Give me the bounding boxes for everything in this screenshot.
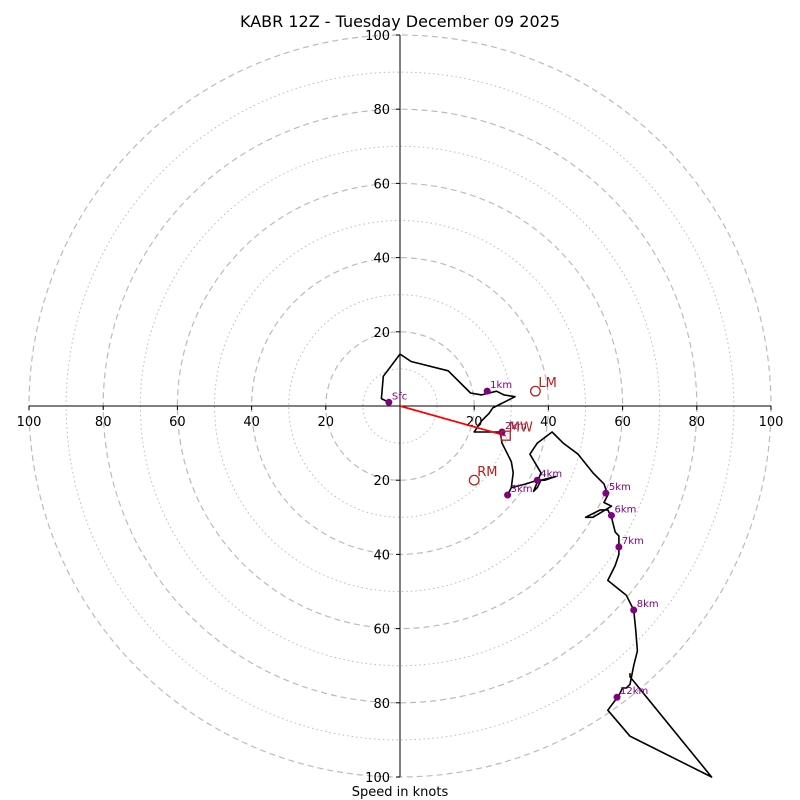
- storm-motions: LM RM MW: [468, 376, 557, 486]
- chart-title: KABR 12Z - Tuesday December 09 2025: [240, 12, 560, 31]
- x-tick-label: 40: [540, 415, 557, 430]
- height-marker-sfc: [385, 398, 393, 406]
- height-marker-5km: [602, 489, 610, 497]
- height-marker-1km: [483, 387, 491, 395]
- height-label-8km: 8km: [637, 599, 659, 610]
- x-axis-label: Speed in knots: [352, 785, 449, 800]
- y-tick-label: 100: [365, 771, 390, 786]
- height-marker-12km: [613, 693, 621, 701]
- y-tick-label: 100: [365, 29, 390, 44]
- height-label-5km: 5km: [609, 482, 631, 493]
- y-tick-label: 80: [373, 697, 390, 712]
- y-tick-label: 60: [373, 177, 390, 192]
- shear-vector: [399, 405, 506, 437]
- height-label-12km: 12km: [620, 686, 648, 697]
- x-tick-label: 100: [759, 415, 784, 430]
- x-tick-label: 80: [95, 415, 112, 430]
- height-label-1km: 1km: [490, 380, 512, 391]
- height-label-6km: 6km: [614, 504, 636, 515]
- x-tick-label: 60: [169, 415, 186, 430]
- height-label-3km: 3km: [511, 484, 533, 495]
- hodograph-trace-group: [380, 353, 713, 778]
- y-tick-label: 60: [373, 623, 390, 638]
- shear-vector-group: [399, 405, 506, 437]
- height-marker-6km: [607, 511, 615, 519]
- x-tick-label: 80: [689, 415, 706, 430]
- storm-motion-rm: [468, 474, 480, 486]
- x-tick-label: 100: [17, 415, 42, 430]
- x-tick-label: 20: [318, 415, 335, 430]
- height-label-7km: 7km: [622, 536, 644, 547]
- storm-label-mw: MW: [509, 421, 533, 436]
- y-tick-label: 40: [373, 548, 390, 563]
- storm-label-lm: LM: [538, 376, 556, 391]
- height-markers: Sfc 1km 2km 3km 4km 5km 6km 7km 8km 12km: [385, 380, 659, 701]
- height-marker-4km: [533, 476, 541, 484]
- x-tick-label: 40: [243, 415, 260, 430]
- y-tick-label: 20: [373, 326, 390, 341]
- y-tick-label: 20: [373, 474, 390, 489]
- height-marker-2km: [498, 428, 506, 436]
- height-label-4km: 4km: [540, 469, 562, 480]
- height-label-sfc: Sfc: [392, 391, 407, 402]
- tick-labels: 100 80 60 40 20 20 40 60 80 100100806040202040608…: [17, 29, 784, 786]
- storm-motion-lm: [529, 385, 541, 397]
- hodograph-trace: [380, 353, 713, 778]
- storm-label-rm: RM: [477, 465, 497, 480]
- y-tick-label: 80: [373, 103, 390, 118]
- height-marker-8km: [630, 606, 638, 614]
- storm-motion-mw: [500, 430, 511, 441]
- height-marker-3km: [504, 491, 512, 499]
- x-tick-label: 60: [614, 415, 631, 430]
- y-tick-label: 40: [373, 252, 390, 267]
- height-label-2km: 2km: [505, 421, 527, 432]
- height-marker-7km: [615, 543, 623, 551]
